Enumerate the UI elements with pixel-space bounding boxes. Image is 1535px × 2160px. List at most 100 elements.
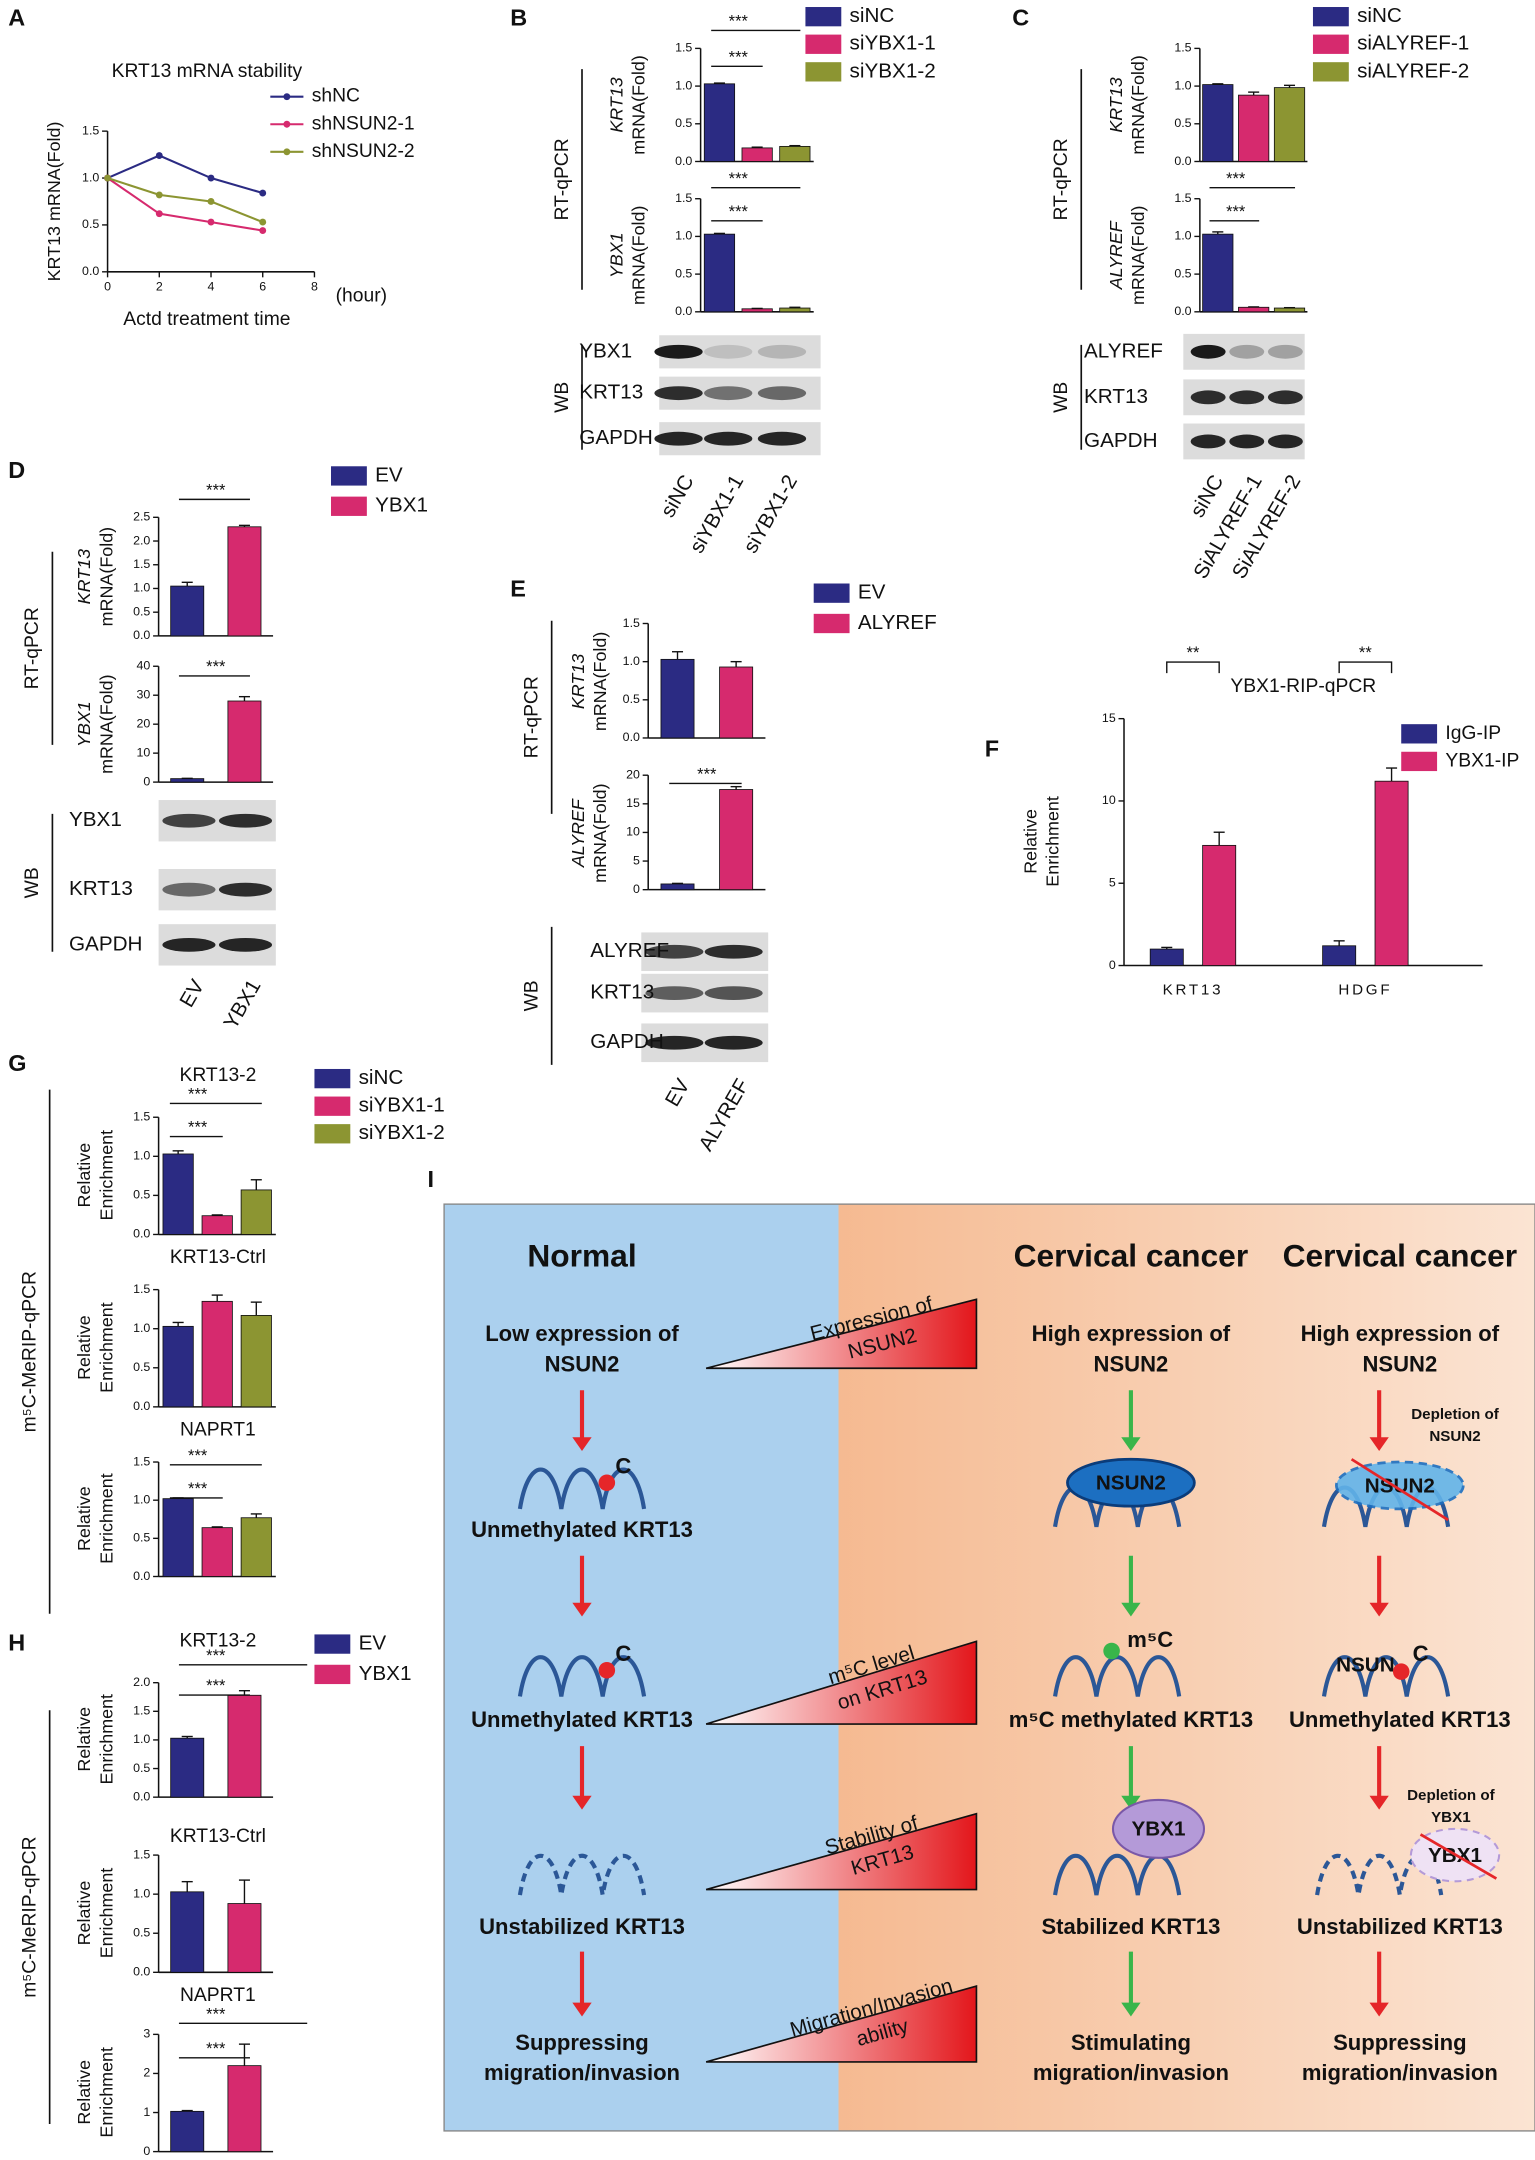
line-point: [259, 218, 267, 226]
significance-label: **: [1359, 643, 1372, 662]
annotation: (hour): [336, 286, 387, 307]
arrow-head: [572, 1437, 592, 1451]
blot-row-label: YBX1: [69, 808, 122, 831]
y-tick-label: 10: [626, 825, 640, 839]
legend-swatch: [314, 1664, 351, 1685]
y-tick-label: 1.5: [82, 123, 99, 137]
y-axis-label: Relative: [74, 1315, 94, 1380]
x-tick-label: 4: [208, 279, 215, 293]
blot-band: [218, 813, 273, 828]
bar: [1202, 844, 1237, 966]
y-tick-label: 0.5: [1174, 116, 1191, 130]
panel-label: D: [8, 457, 25, 483]
significance-label: ***: [206, 1646, 226, 1665]
arrow-head: [1369, 1602, 1389, 1617]
chart-title: KRT13-Ctrl: [170, 1247, 266, 1268]
y-axis-label: Relative: [74, 2060, 94, 2125]
line-point: [207, 174, 215, 182]
legend-marker: [283, 93, 291, 101]
step-text: Unstabilized KRT13: [479, 1914, 685, 1939]
blot-band: [704, 986, 763, 1001]
y-tick-label: 1: [143, 2105, 150, 2119]
bar: [201, 1300, 233, 1408]
x-tick-label: HDGF: [1338, 981, 1392, 998]
bar: [741, 147, 773, 162]
legend-label: siALYREF-1: [1357, 32, 1469, 55]
arrow-head: [1121, 1437, 1141, 1451]
y-tick-label: 0.0: [623, 730, 640, 744]
y-axis-label: mRNA(Fold): [96, 527, 116, 626]
panel-label: F: [985, 736, 999, 762]
significance-label: ***: [729, 202, 749, 221]
chart-title: KRT13-2: [179, 1630, 256, 1651]
legend-swatch: [1312, 34, 1349, 54]
y-tick-label: 0.0: [675, 154, 692, 168]
significance-label: ***: [729, 169, 749, 188]
arrow-head: [1121, 1602, 1141, 1617]
side-label: m⁵C-MeRIP-qPCR: [19, 1271, 40, 1432]
bar: [227, 526, 262, 637]
y-axis-label: Relative: [1020, 809, 1040, 874]
y-axis-label: mRNA(Fold): [1128, 206, 1148, 305]
bar: [660, 883, 695, 891]
blot-band: [645, 944, 704, 959]
panel-label: C: [1012, 5, 1029, 31]
blot-band: [1190, 344, 1226, 359]
x-tick-label: 6: [259, 279, 266, 293]
column-header: Normal: [527, 1237, 636, 1273]
blot-band: [1267, 434, 1303, 449]
y-tick-label: 2.0: [133, 533, 150, 547]
blot-band: [162, 813, 216, 828]
enzyme-label: NSUN2: [1365, 1474, 1435, 1497]
y-tick-label: 1.0: [623, 654, 640, 668]
y-tick-label: 15: [1102, 711, 1116, 725]
step-text: Suppressing: [515, 2030, 649, 2055]
y-axis-label: YBX1: [74, 701, 94, 747]
y-tick-label: 0.5: [1174, 266, 1191, 280]
arrow-head: [1121, 1795, 1141, 1810]
blot-band: [162, 937, 216, 952]
line-series: [106, 177, 263, 232]
x-tick-label: 8: [311, 279, 318, 293]
rna-strand: [1053, 1655, 1182, 1697]
legend-label: siNC: [850, 4, 895, 27]
y-axis-label: Relative: [74, 1486, 94, 1551]
bar: [1273, 307, 1306, 313]
blot-band: [1190, 390, 1226, 405]
chart-title: KRT13-2: [179, 1065, 256, 1086]
significance-label: ***: [188, 1118, 208, 1137]
y-tick-label: 1.0: [1174, 78, 1191, 92]
y-tick-label: 1.5: [133, 1454, 150, 1468]
y-tick-label: 0.5: [133, 1360, 150, 1374]
step-text: Suppressing: [1333, 2030, 1467, 2055]
y-tick-label: 1.0: [133, 1321, 150, 1335]
line-point: [207, 218, 215, 226]
y-axis-label: KRT13 mRNA(Fold): [44, 122, 64, 282]
y-tick-label: 0.5: [133, 1926, 150, 1940]
gradient-triangle: [705, 1298, 978, 1370]
legend-swatch: [805, 7, 842, 27]
y-tick-label: 1.5: [133, 1704, 150, 1718]
y-tick-label: 0.0: [1174, 304, 1191, 318]
bar: [703, 83, 736, 162]
y-tick-label: 0.0: [133, 1569, 150, 1583]
legend-label: YBX1: [359, 1662, 412, 1685]
significance-label: ***: [729, 47, 749, 66]
side-label: WB: [552, 382, 573, 413]
bar: [1238, 306, 1270, 313]
y-tick-label: 5: [633, 853, 640, 867]
panel-label: H: [8, 1629, 25, 1655]
side-label: RT-qPCR: [521, 676, 542, 758]
legend-label: siYBX1-2: [850, 59, 936, 82]
legend-label: shNC: [312, 86, 360, 107]
bar: [1322, 945, 1357, 966]
blot-band: [218, 882, 273, 897]
step-text: migration/invasion: [1302, 2060, 1498, 2085]
panel-label: G: [8, 1050, 26, 1076]
arrow-head: [572, 1795, 592, 1810]
panel-label: I: [428, 1166, 435, 1192]
y-tick-label: 0.5: [133, 1188, 150, 1202]
significance-bracket: [1338, 661, 1393, 674]
y-tick-label: 0.0: [133, 1227, 150, 1241]
legend-label: EV: [858, 581, 886, 604]
